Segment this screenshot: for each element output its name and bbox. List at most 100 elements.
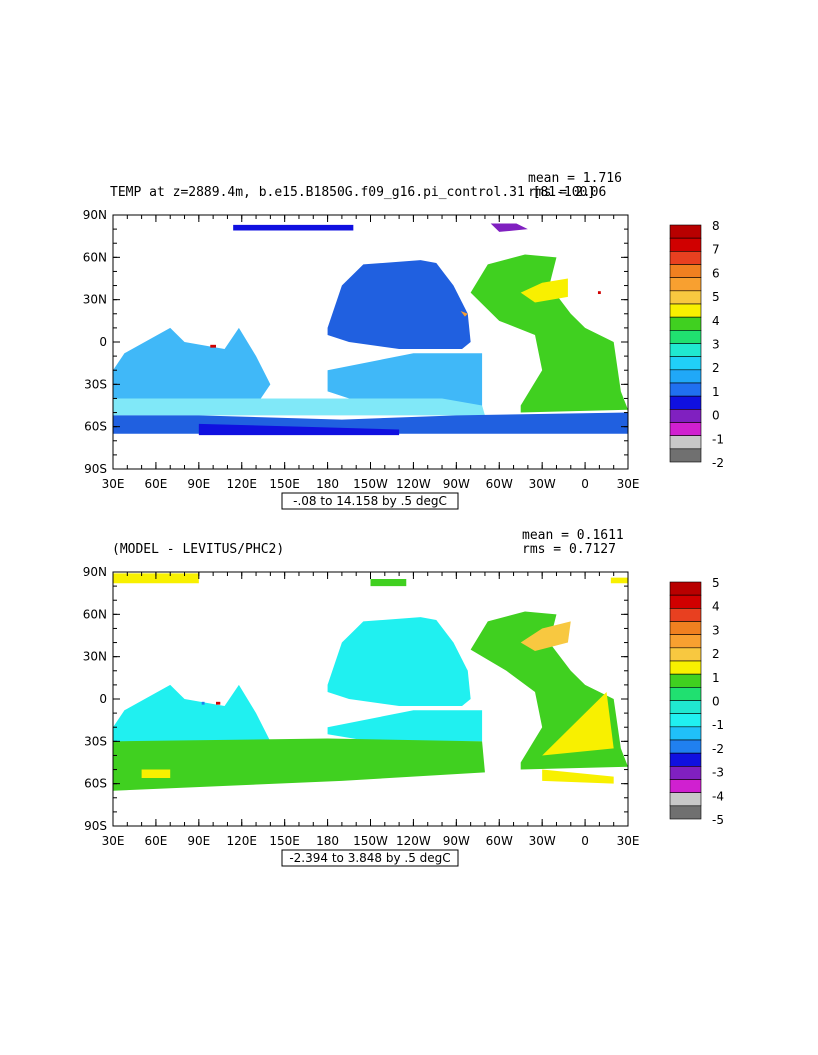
panel-temp: 30E 60E 90E 120E 150E 180 150W 120W 90W 60W 30W 0 30… xyxy=(0,170,818,540)
rms-stat: rms = 2.06 xyxy=(528,185,607,200)
x-tick-label: 60W xyxy=(486,477,513,491)
colorbar-label: 3 xyxy=(712,623,720,637)
ocean-region-12 xyxy=(201,701,205,705)
x-tick-label: 180 xyxy=(316,477,339,491)
panel-difference: 30E 60E 90E 120E 150E 180 150W 120W 90W 60W 30W 0 30… xyxy=(0,527,818,897)
ocean-region-8 xyxy=(470,254,628,413)
ocean-region-3 xyxy=(327,617,471,707)
ocean-region-5 xyxy=(327,710,483,742)
colorbar-swatch xyxy=(669,290,702,305)
colorbar-swatch xyxy=(669,303,702,318)
ocean-region-6 xyxy=(113,738,485,791)
x-tick-label: 150W xyxy=(353,477,388,491)
ocean-region-5 xyxy=(113,398,485,416)
ocean-region-0 xyxy=(233,224,354,231)
x-tick-label: 30E xyxy=(102,834,125,848)
y-tick-label: 30S xyxy=(84,734,107,748)
colorbar-swatch xyxy=(669,277,702,292)
colorbar-swatch xyxy=(669,634,702,649)
colorbar-label: -2 xyxy=(712,456,724,470)
x-tick-label: 120W xyxy=(396,834,431,848)
x-tick-label: 30E xyxy=(617,834,640,848)
x-tick-label: 90W xyxy=(443,477,470,491)
colorbar-label: -3 xyxy=(712,766,724,780)
y-tick-label: 30N xyxy=(83,293,107,307)
x-tick-label: 30E xyxy=(102,477,125,491)
x-tick-label: 0 xyxy=(581,834,589,848)
x-tick-label: 60E xyxy=(144,477,167,491)
colorbar-label: 6 xyxy=(712,266,720,280)
rms-stat: rms = 0.7127 xyxy=(522,542,616,557)
colorbar-swatch xyxy=(669,316,702,331)
ocean-region-2 xyxy=(327,260,471,350)
colorbar-swatch xyxy=(669,264,702,278)
colorbar-swatch xyxy=(669,660,702,675)
colorbar-swatch xyxy=(669,621,702,635)
ocean-region-1 xyxy=(610,577,628,584)
ocean-field xyxy=(113,223,628,436)
panel-title: TEMP at z=2889.4m, b.e15.B1850G.f09_g16.… xyxy=(110,185,596,200)
x-tick-label: 60W xyxy=(486,834,513,848)
colorbar-swatch xyxy=(669,422,702,436)
ocean-region-12 xyxy=(597,291,601,295)
panel-title: (MODEL - LEVITUS/PHC2) xyxy=(112,542,285,557)
colorbar-swatch xyxy=(669,251,702,265)
colorbar-swatch xyxy=(669,687,702,701)
y-tick-label: 90N xyxy=(83,208,107,222)
range-label-box xyxy=(281,492,459,510)
colorbar-swatch xyxy=(669,700,702,714)
colorbar-label: 1 xyxy=(712,671,720,685)
colorbar-swatch xyxy=(669,752,702,767)
map-difference: 30E 60E 90E 120E 150E 180 150W 120W 90W 60W 30W 0 30… xyxy=(83,565,724,867)
ocean-region-10 xyxy=(542,691,614,756)
ocean-field xyxy=(113,573,628,791)
colorbar-label: 0 xyxy=(712,409,720,423)
colorbar-swatch xyxy=(669,726,702,741)
ocean-region-9 xyxy=(520,278,568,303)
colorbar-swatch xyxy=(669,792,702,807)
colorbar-label: 8 xyxy=(712,219,720,233)
map-temp: 30E 60E 90E 120E 150E 180 150W 120W 90W 60W 30W 0 30… xyxy=(83,208,724,510)
ocean-region-3 xyxy=(113,327,271,406)
x-tick-label: 90E xyxy=(187,477,210,491)
colorbar-swatch xyxy=(669,713,702,728)
y-tick-label: 60N xyxy=(83,607,107,621)
x-tick-label: 60E xyxy=(144,834,167,848)
colorbar-swatch xyxy=(669,343,702,357)
colorbar-label: 0 xyxy=(712,695,720,709)
colorbar-label: -1 xyxy=(712,718,724,732)
y-tick-label: 60N xyxy=(83,250,107,264)
colorbar-label: -2 xyxy=(712,742,724,756)
colorbar-swatch xyxy=(669,805,702,820)
ocean-region-1 xyxy=(490,223,528,232)
colorbar-swatch xyxy=(669,739,702,754)
mean-stat: mean = 1.716 xyxy=(528,171,622,186)
x-tick-label: 150E xyxy=(269,477,300,491)
y-tick-label: 60S xyxy=(84,777,107,791)
y-tick-label: 30N xyxy=(83,650,107,664)
colorbar-swatch xyxy=(669,435,702,450)
colorbar-swatch xyxy=(669,581,702,596)
colorbar-label: -1 xyxy=(712,432,724,446)
colorbar-swatch xyxy=(669,224,702,239)
colorbar-swatch xyxy=(669,673,702,688)
x-tick-label: 120E xyxy=(227,477,258,491)
y-tick-label: 30S xyxy=(84,377,107,391)
colorbar-label: 4 xyxy=(712,600,720,614)
ocean-region-4 xyxy=(327,353,483,406)
colorbar-swatch xyxy=(669,382,702,397)
colorbar-swatch xyxy=(669,369,702,384)
colorbar-swatch xyxy=(669,237,702,252)
colorbar-swatch xyxy=(669,779,702,793)
ocean-region-7 xyxy=(198,423,400,436)
ocean-region-13 xyxy=(216,701,221,705)
x-tick-label: 180 xyxy=(316,834,339,848)
colorbar-label: -5 xyxy=(712,813,724,827)
x-tick-label: 90E xyxy=(187,834,210,848)
ocean-region-11 xyxy=(210,344,216,348)
x-tick-label: 150E xyxy=(269,834,300,848)
range-label-box xyxy=(281,849,459,867)
y-tick-label: 90S xyxy=(84,819,107,833)
range-label: -2.394 to 3.848 by .5 degC xyxy=(289,851,450,865)
colorbar-swatch xyxy=(669,330,702,344)
